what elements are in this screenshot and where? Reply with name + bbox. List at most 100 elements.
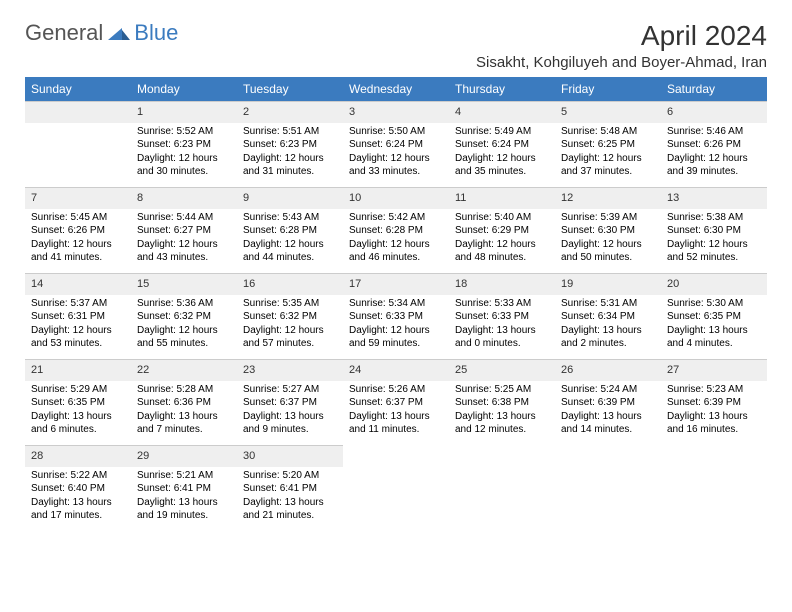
sunset-text: Sunset: 6:32 PM	[243, 310, 337, 324]
sunrise-text: Sunrise: 5:27 AM	[243, 383, 337, 397]
logo-text-1: General	[25, 20, 103, 46]
sunset-text: Sunset: 6:29 PM	[455, 224, 549, 238]
daylight-text: and 6 minutes.	[31, 423, 125, 437]
daylight-text: and 30 minutes.	[137, 165, 231, 179]
sunset-text: Sunset: 6:27 PM	[137, 224, 231, 238]
daylight-text: and 9 minutes.	[243, 423, 337, 437]
day-content: Sunrise: 5:23 AMSunset: 6:39 PMDaylight:…	[661, 381, 767, 441]
sunset-text: Sunset: 6:39 PM	[667, 396, 761, 410]
sunrise-text: Sunrise: 5:23 AM	[667, 383, 761, 397]
sunset-text: Sunset: 6:33 PM	[349, 310, 443, 324]
calendar-cell: 11Sunrise: 5:40 AMSunset: 6:29 PMDayligh…	[449, 187, 555, 273]
sunset-text: Sunset: 6:32 PM	[137, 310, 231, 324]
day-content: Sunrise: 5:25 AMSunset: 6:38 PMDaylight:…	[449, 381, 555, 441]
day-number: 23	[237, 359, 343, 381]
day-number: 15	[131, 273, 237, 295]
daylight-text: Daylight: 13 hours	[561, 324, 655, 338]
calendar-cell: 14Sunrise: 5:37 AMSunset: 6:31 PMDayligh…	[25, 273, 131, 359]
day-content: Sunrise: 5:29 AMSunset: 6:35 PMDaylight:…	[25, 381, 131, 441]
weekday-wednesday: Wednesday	[343, 77, 449, 101]
sunset-text: Sunset: 6:30 PM	[667, 224, 761, 238]
calendar-cell: 1Sunrise: 5:52 AMSunset: 6:23 PMDaylight…	[131, 101, 237, 187]
sunrise-text: Sunrise: 5:42 AM	[349, 211, 443, 225]
day-content: Sunrise: 5:38 AMSunset: 6:30 PMDaylight:…	[661, 209, 767, 269]
sunset-text: Sunset: 6:40 PM	[31, 482, 125, 496]
day-number: 24	[343, 359, 449, 381]
sunset-text: Sunset: 6:36 PM	[137, 396, 231, 410]
day-number: 3	[343, 101, 449, 123]
day-content: Sunrise: 5:22 AMSunset: 6:40 PMDaylight:…	[25, 467, 131, 527]
daylight-text: and 4 minutes.	[667, 337, 761, 351]
sunset-text: Sunset: 6:28 PM	[243, 224, 337, 238]
daylight-text: and 44 minutes.	[243, 251, 337, 265]
daylight-text: and 57 minutes.	[243, 337, 337, 351]
daylight-text: Daylight: 12 hours	[243, 324, 337, 338]
sunset-text: Sunset: 6:35 PM	[31, 396, 125, 410]
day-number: 19	[555, 273, 661, 295]
daylight-text: and 17 minutes.	[31, 509, 125, 523]
day-content: Sunrise: 5:26 AMSunset: 6:37 PMDaylight:…	[343, 381, 449, 441]
calendar-body: 1Sunrise: 5:52 AMSunset: 6:23 PMDaylight…	[25, 101, 767, 531]
day-content: Sunrise: 5:34 AMSunset: 6:33 PMDaylight:…	[343, 295, 449, 355]
daylight-text: Daylight: 12 hours	[31, 324, 125, 338]
sunrise-text: Sunrise: 5:37 AM	[31, 297, 125, 311]
calendar-cell: 28Sunrise: 5:22 AMSunset: 6:40 PMDayligh…	[25, 445, 131, 531]
calendar-row: 1Sunrise: 5:52 AMSunset: 6:23 PMDaylight…	[25, 101, 767, 187]
day-number: 13	[661, 187, 767, 209]
calendar-cell: 4Sunrise: 5:49 AMSunset: 6:24 PMDaylight…	[449, 101, 555, 187]
logo-text-2: Blue	[134, 20, 178, 46]
day-content: Sunrise: 5:20 AMSunset: 6:41 PMDaylight:…	[237, 467, 343, 527]
daylight-text: and 41 minutes.	[31, 251, 125, 265]
calendar-row: 21Sunrise: 5:29 AMSunset: 6:35 PMDayligh…	[25, 359, 767, 445]
day-number: 10	[343, 187, 449, 209]
day-number: 21	[25, 359, 131, 381]
day-number: 8	[131, 187, 237, 209]
day-content: Sunrise: 5:37 AMSunset: 6:31 PMDaylight:…	[25, 295, 131, 355]
day-content: Sunrise: 5:28 AMSunset: 6:36 PMDaylight:…	[131, 381, 237, 441]
day-number: 29	[131, 445, 237, 467]
daylight-text: Daylight: 13 hours	[137, 410, 231, 424]
daylight-text: and 35 minutes.	[455, 165, 549, 179]
header: General Blue April 2024 Sisakht, Kohgilu…	[25, 20, 767, 71]
day-content: Sunrise: 5:49 AMSunset: 6:24 PMDaylight:…	[449, 123, 555, 183]
location: Sisakht, Kohgiluyeh and Boyer-Ahmad, Ira…	[476, 54, 767, 71]
sunrise-text: Sunrise: 5:48 AM	[561, 125, 655, 139]
day-content: Sunrise: 5:33 AMSunset: 6:33 PMDaylight:…	[449, 295, 555, 355]
daylight-text: Daylight: 12 hours	[667, 152, 761, 166]
day-number: 17	[343, 273, 449, 295]
month-title: April 2024	[476, 20, 767, 52]
daylight-text: Daylight: 12 hours	[561, 152, 655, 166]
daylight-text: Daylight: 12 hours	[349, 238, 443, 252]
sunrise-text: Sunrise: 5:52 AM	[137, 125, 231, 139]
daylight-text: and 0 minutes.	[455, 337, 549, 351]
day-number: 18	[449, 273, 555, 295]
sunset-text: Sunset: 6:28 PM	[349, 224, 443, 238]
daylight-text: and 52 minutes.	[667, 251, 761, 265]
day-number: 4	[449, 101, 555, 123]
daylight-text: and 16 minutes.	[667, 423, 761, 437]
weekday-saturday: Saturday	[661, 77, 767, 101]
daylight-text: Daylight: 12 hours	[349, 324, 443, 338]
daylight-text: Daylight: 13 hours	[455, 410, 549, 424]
calendar-cell: 18Sunrise: 5:33 AMSunset: 6:33 PMDayligh…	[449, 273, 555, 359]
daylight-text: Daylight: 13 hours	[561, 410, 655, 424]
sunrise-text: Sunrise: 5:24 AM	[561, 383, 655, 397]
daylight-text: and 53 minutes.	[31, 337, 125, 351]
calendar-cell: 15Sunrise: 5:36 AMSunset: 6:32 PMDayligh…	[131, 273, 237, 359]
sunrise-text: Sunrise: 5:36 AM	[137, 297, 231, 311]
day-content: Sunrise: 5:43 AMSunset: 6:28 PMDaylight:…	[237, 209, 343, 269]
sunrise-text: Sunrise: 5:46 AM	[667, 125, 761, 139]
calendar-cell	[25, 101, 131, 187]
daylight-text: Daylight: 12 hours	[667, 238, 761, 252]
daylight-text: Daylight: 12 hours	[455, 238, 549, 252]
sunrise-text: Sunrise: 5:26 AM	[349, 383, 443, 397]
sunset-text: Sunset: 6:37 PM	[349, 396, 443, 410]
sunrise-text: Sunrise: 5:22 AM	[31, 469, 125, 483]
sunrise-text: Sunrise: 5:34 AM	[349, 297, 443, 311]
sunset-text: Sunset: 6:26 PM	[31, 224, 125, 238]
daylight-text: and 50 minutes.	[561, 251, 655, 265]
sunrise-text: Sunrise: 5:29 AM	[31, 383, 125, 397]
logo: General Blue	[25, 20, 178, 46]
daylight-text: and 37 minutes.	[561, 165, 655, 179]
sunrise-text: Sunrise: 5:44 AM	[137, 211, 231, 225]
